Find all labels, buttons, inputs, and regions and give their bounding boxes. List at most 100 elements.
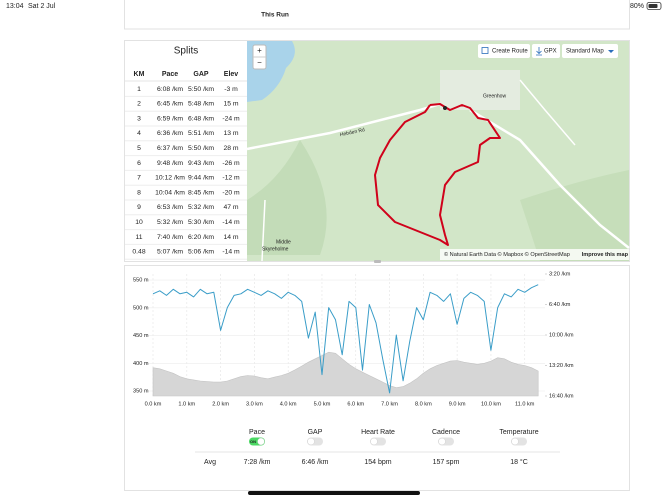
map-label: Hebden Rd	[339, 127, 365, 138]
metric-avg: 6:46 /km	[302, 459, 329, 466]
x-tick-label: 3.0 km	[246, 401, 263, 407]
avg-label: Avg	[204, 459, 216, 466]
elevation-pace-chart: 0.0 km 1.0 km 2.0 km 3.0 km 4.0 km 5.0 km 6.0 …	[133, 271, 574, 407]
splits-cell: 10:12 /km	[155, 175, 185, 182]
map-label: Middle	[276, 239, 291, 245]
x-tick-label: 1.0 km	[178, 401, 195, 407]
toggle-badge: ON	[250, 439, 256, 444]
attribution-bar	[440, 249, 629, 260]
splits-cell: 5:07 /km	[157, 249, 183, 256]
home-indicator	[248, 491, 420, 495]
splits-cell: 9:44 /km	[188, 175, 214, 182]
road	[261, 199, 266, 262]
splits-cell: 4	[137, 130, 141, 137]
splits-cell: -26 m	[222, 160, 240, 167]
toggle-knob	[438, 437, 446, 446]
splits-cell: 14 m	[223, 234, 238, 241]
battery-icon	[646, 2, 662, 10]
metric-avg: 7:28 /km	[244, 459, 271, 466]
stats-panel: Avg Pace ON 7:28 /km GAP 6:46 /km Heart Rate 15…	[195, 429, 560, 466]
splits-column-header: Pace	[162, 71, 178, 78]
road	[469, 108, 630, 249]
x-tick-label: 7.0 km	[381, 401, 398, 407]
map-label: Skyreholme	[262, 246, 289, 252]
x-tick-label: 9.0 km	[449, 401, 466, 407]
splits-cell: 6:45 /km	[157, 101, 183, 108]
splits-cell: 9	[137, 204, 141, 211]
splits-cell: 5:30 /km	[188, 219, 214, 226]
zoom-out[interactable]: −	[257, 58, 262, 67]
x-tick-label: 8.0 km	[415, 401, 432, 407]
create-route-icon	[481, 47, 489, 54]
y-tick-label: 400 m	[133, 361, 149, 367]
y-tick-label: 500 m	[133, 305, 149, 311]
x-tick-label: 5.0 km	[314, 401, 331, 407]
start-marker	[443, 106, 447, 110]
splits-cell: 6:37 /km	[157, 145, 183, 152]
attribution: © Natural Earth Data © Mapbox © OpenStre…	[444, 251, 570, 258]
x-tick-label: 10.0 km	[481, 401, 501, 407]
splits-table: KM Pace GAP Elev 1 6:08 /km 5:50 /km -3 m 2 6:45 …	[125, 71, 247, 260]
splits-cell: 28 m	[223, 145, 238, 152]
splits-cell: 6:20 /km	[188, 234, 214, 241]
woodland	[247, 140, 327, 255]
x-tick-label: 4.0 km	[280, 401, 297, 407]
splits-cell: 15 m	[223, 101, 238, 108]
splits-cell: 6:48 /km	[188, 115, 214, 122]
x-tick-label: 11.0 km	[515, 401, 535, 407]
y-tick-label: 450 m	[133, 333, 149, 339]
y2-tick-label: 6:40 /km	[549, 302, 571, 308]
splits-cell: 8	[137, 189, 141, 196]
splits-column-header: Elev	[224, 71, 239, 78]
splits-cell: 6	[137, 160, 141, 167]
splits-cell: 7	[137, 175, 141, 182]
metric-avg: 154 bpm	[364, 459, 391, 466]
route	[374, 103, 501, 246]
x-tick-label: 6.0 km	[347, 401, 364, 407]
header-title: This Run	[261, 12, 289, 19]
metric-name: Heart Rate	[361, 429, 395, 436]
splits-cell: 6:08 /km	[157, 86, 183, 93]
splits-cell: 5:50 /km	[188, 86, 214, 93]
y-tick-label: 350 m	[133, 388, 149, 394]
y2-tick-label: 3:20 /km	[549, 271, 571, 277]
woodland	[520, 170, 629, 261]
splits-cell: -24 m	[222, 115, 240, 122]
create-route-button[interactable]	[478, 44, 530, 58]
splits-cell: 9:48 /km	[157, 160, 183, 167]
splits-cell: -12 m	[222, 175, 240, 182]
splits-cell: 13 m	[223, 130, 238, 137]
y-tick-label: 550 m	[133, 278, 149, 284]
status-date: Sat 2 Jul	[28, 3, 56, 10]
metric-name: Cadence	[432, 429, 460, 436]
map-style-button[interactable]	[562, 44, 618, 58]
splits-cell: 3	[137, 115, 141, 122]
battery-text: 80%	[630, 3, 644, 10]
y2-tick-label: 10:00 /km	[549, 332, 574, 338]
metric-name: Temperature	[499, 429, 538, 436]
splits-title: Splits	[174, 46, 198, 57]
splits-cell: 1	[137, 86, 141, 93]
splits-cell: -14 m	[222, 219, 240, 226]
battery-level	[648, 4, 658, 8]
map: Greenhow Hebden Rd Middle Skyreholme + −…	[246, 41, 630, 262]
splits-cell: 10	[135, 219, 143, 226]
create-route-text[interactable]: Create Route	[492, 49, 528, 55]
metric-avg: 18 °C	[510, 458, 528, 466]
x-tick-label: 2.0 km	[212, 401, 229, 407]
map-label: Greenhow	[483, 93, 506, 99]
metric-name: Pace	[249, 429, 265, 436]
map-style-caret	[608, 50, 614, 53]
header-card	[124, 0, 630, 30]
metric-name: GAP	[308, 429, 323, 436]
splits-cell: 5:06 /km	[188, 249, 214, 256]
improve-map-link[interactable]: Improve this map	[582, 252, 629, 258]
gpx-text[interactable]: GPX	[544, 49, 557, 55]
splits-cell: 5:32 /km	[157, 219, 183, 226]
map-style-text[interactable]: Standard Map	[566, 49, 604, 55]
toggle-knob	[257, 437, 265, 446]
zoom-in[interactable]: +	[257, 46, 262, 55]
y2-tick-label: 13:20 /km	[549, 363, 574, 369]
